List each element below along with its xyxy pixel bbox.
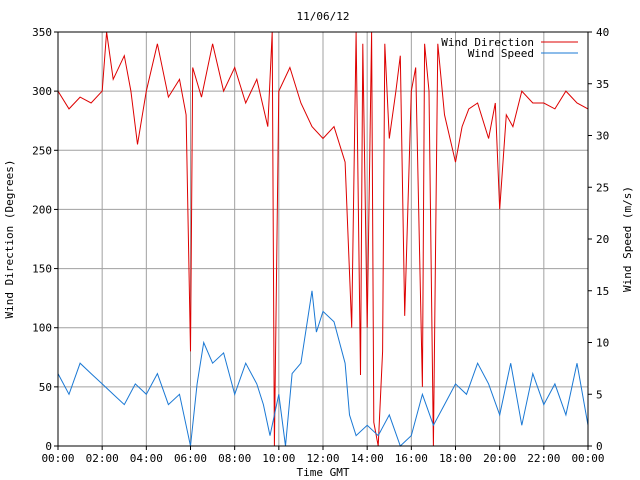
y-tick-label-left: 0 bbox=[45, 440, 52, 453]
x-tick-label: 16:00 bbox=[395, 452, 428, 465]
series-line-wind-direction bbox=[57, 31, 589, 447]
grid bbox=[58, 32, 588, 446]
y-tick-label-right: 20 bbox=[596, 233, 609, 246]
x-tick-label: 20:00 bbox=[483, 452, 516, 465]
y-tick-label-right: 25 bbox=[596, 181, 609, 194]
y-axis-label-left: Wind Direction (Degrees) bbox=[3, 160, 16, 319]
y-tick-label-left: 100 bbox=[32, 322, 52, 335]
y-tick-label-left: 250 bbox=[32, 144, 52, 157]
y-tick-label-right: 5 bbox=[596, 388, 603, 401]
x-tick-label: 10:00 bbox=[262, 452, 295, 465]
y-tick-label-right: 35 bbox=[596, 78, 609, 91]
y-tick-label-left: 150 bbox=[32, 263, 52, 276]
y-tick-label-right: 10 bbox=[596, 337, 609, 350]
ticks: 0 50 100 150 200 250 300 350 0 5 10 15 20 25 30 35 40 00:… bbox=[32, 26, 609, 465]
y-tick-label-right: 30 bbox=[596, 130, 609, 143]
x-tick-label: 22:00 bbox=[527, 452, 560, 465]
y-tick-label-left: 300 bbox=[32, 85, 52, 98]
y-tick-label-right: 40 bbox=[596, 26, 609, 39]
x-tick-label: 18:00 bbox=[439, 452, 472, 465]
y-tick-label-left: 50 bbox=[39, 381, 52, 394]
x-tick-label: 12:00 bbox=[306, 452, 339, 465]
x-tick-label: 00:00 bbox=[41, 452, 74, 465]
x-tick-label: 08:00 bbox=[218, 452, 251, 465]
y-axis-label-right: Wind Speed (m/s) bbox=[621, 186, 634, 292]
x-tick-label: 00:00 bbox=[571, 452, 604, 465]
legend-label-wind-direction: Wind Direction bbox=[441, 36, 534, 49]
y-tick-label-left: 350 bbox=[32, 26, 52, 39]
x-tick-label: 14:00 bbox=[351, 452, 384, 465]
legend-label-wind-speed: Wind Speed bbox=[468, 47, 534, 60]
chart-title: 11/06/12 bbox=[297, 10, 350, 23]
legend: Wind Direction Wind Speed bbox=[441, 36, 578, 60]
y-tick-label-right: 0 bbox=[596, 440, 603, 453]
series-line-wind-speed bbox=[57, 290, 589, 447]
x-tick-label: 02:00 bbox=[86, 452, 119, 465]
y-tick-label-right: 15 bbox=[596, 285, 609, 298]
x-tick-label: 04:00 bbox=[130, 452, 163, 465]
x-axis-label: Time GMT bbox=[297, 466, 350, 479]
x-tick-label: 06:00 bbox=[174, 452, 207, 465]
y-tick-label-left: 200 bbox=[32, 203, 52, 216]
series-layer bbox=[57, 31, 589, 447]
